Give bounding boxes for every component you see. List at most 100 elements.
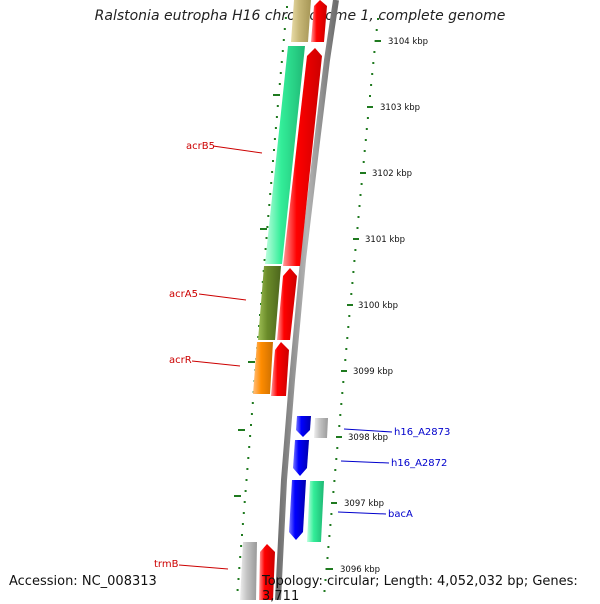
ring-dot <box>283 28 286 30</box>
ring-dot <box>356 227 359 229</box>
ring-dot <box>239 556 242 558</box>
ring-dot <box>273 138 276 140</box>
ring-dot <box>281 50 284 52</box>
ring-dot <box>332 491 335 493</box>
kbp-scale: 3104 kbp 3103 kbp 3102 kbp 3101 kbp 3100… <box>327 37 428 575</box>
ring-dot <box>359 194 362 196</box>
ring-dot <box>246 468 249 470</box>
length-label: Length: <box>383 574 433 589</box>
kbp-label: 3104 kbp <box>388 37 428 47</box>
outer-ticks <box>234 94 280 497</box>
ring-dot <box>338 425 341 427</box>
ring-dot <box>264 248 267 250</box>
ring-dot <box>340 403 343 405</box>
ring-dot <box>328 535 331 537</box>
length-value: 4,052,032 bp <box>437 574 524 589</box>
ring-dot <box>236 589 239 591</box>
ring-dot <box>237 578 240 580</box>
gene-label-h16_A2873[interactable]: h16_A2873 <box>394 427 450 438</box>
ring-dot <box>364 139 367 141</box>
gene-label-acrB5[interactable]: acrB5 <box>186 141 215 152</box>
ring-dot <box>365 128 368 130</box>
gene-label-acrA5[interactable]: acrA5 <box>169 289 198 300</box>
cds-green-acrB5 <box>265 46 305 264</box>
gene-labels: acrB5 acrA5 acrR trmB h16_A2873 h16_A287… <box>154 141 450 570</box>
ring-dot <box>241 523 244 525</box>
ring-dot <box>334 469 337 471</box>
ring-dot <box>373 51 376 53</box>
kbp-label: 3099 kbp <box>353 367 393 377</box>
cds-khaki <box>291 0 311 42</box>
ring-dot <box>371 73 374 75</box>
ring-dot <box>375 29 378 31</box>
ring-dot <box>344 359 347 361</box>
ring-dot <box>330 513 333 515</box>
cds-red-top <box>311 0 327 42</box>
ring-dot <box>243 501 246 503</box>
ring-dot <box>267 215 270 217</box>
ring-dot <box>323 590 326 592</box>
ring-dot <box>348 315 351 317</box>
ring-dot <box>257 336 260 338</box>
inner-cds <box>289 416 328 542</box>
ring-dot <box>259 314 261 316</box>
kbp-label: 3102 kbp <box>372 169 412 179</box>
cds-red-acrB5 <box>283 48 322 266</box>
ring-dot <box>360 183 363 185</box>
ring-dot <box>354 249 357 251</box>
ring-dot <box>353 260 356 262</box>
ring-dot <box>238 567 241 569</box>
ring-dot <box>273 149 275 151</box>
cds-blue-bacA <box>289 480 306 540</box>
ring-dot <box>247 457 250 459</box>
kbp-label: 3100 kbp <box>358 301 398 311</box>
cds-red-acrA5 <box>277 268 297 340</box>
genes-value: 3,711 <box>262 589 300 604</box>
kbp-label: 3101 kbp <box>365 235 405 245</box>
ring-dot <box>266 226 269 228</box>
ring-dot <box>351 282 354 284</box>
accession-info: Accession: NC_008313 <box>9 574 157 589</box>
ring-dot <box>278 83 281 85</box>
leader-line-acrA5 <box>198 293 247 301</box>
kbp-label: 3098 kbp <box>348 433 388 443</box>
ring-dot <box>258 325 261 327</box>
ring-dot <box>250 413 253 415</box>
ring-dot <box>326 557 329 559</box>
ring-dot <box>244 490 247 492</box>
ring-dot <box>350 293 353 295</box>
ring-dot <box>377 18 379 20</box>
gene-label-bacA[interactable]: bacA <box>388 509 413 520</box>
genome-info: Topology: circular; Length: 4,052,032 bp… <box>262 574 578 604</box>
ring-dot <box>341 392 344 394</box>
ring-dot <box>274 127 277 129</box>
ring-dot <box>270 182 273 184</box>
ring-dot <box>242 512 245 514</box>
ring-dot <box>240 545 243 547</box>
cds-blue-h16_A2872 <box>293 440 309 476</box>
ring-dot <box>279 72 282 74</box>
ring-dot <box>272 160 274 162</box>
leader-line-h16_A2873 <box>343 428 393 433</box>
topology-label: Topology: <box>262 574 323 589</box>
ring-dot <box>275 116 278 118</box>
ring-dot <box>282 39 285 41</box>
ring-dot <box>372 62 375 64</box>
ring-dot <box>280 61 283 63</box>
ring-dot <box>265 237 268 239</box>
ring-dot <box>251 402 254 404</box>
ring-dot <box>325 568 328 570</box>
gene-label-acrR[interactable]: acrR <box>169 355 192 366</box>
ring-dot <box>370 84 373 86</box>
ring-dot <box>269 193 272 195</box>
gene-label-h16_A2872[interactable]: h16_A2872 <box>391 458 447 469</box>
leader-line-acrR <box>191 360 241 367</box>
forward-strand-cds <box>259 0 327 600</box>
kbp-label: 3097 kbp <box>344 499 384 509</box>
leader-line-bacA <box>337 511 387 515</box>
ring-dot <box>327 546 330 548</box>
gene-label-trmB[interactable]: trmB <box>154 559 179 570</box>
ring-dot <box>336 447 339 449</box>
cds-orange-acrR <box>253 342 273 394</box>
ring-dot <box>347 326 350 328</box>
